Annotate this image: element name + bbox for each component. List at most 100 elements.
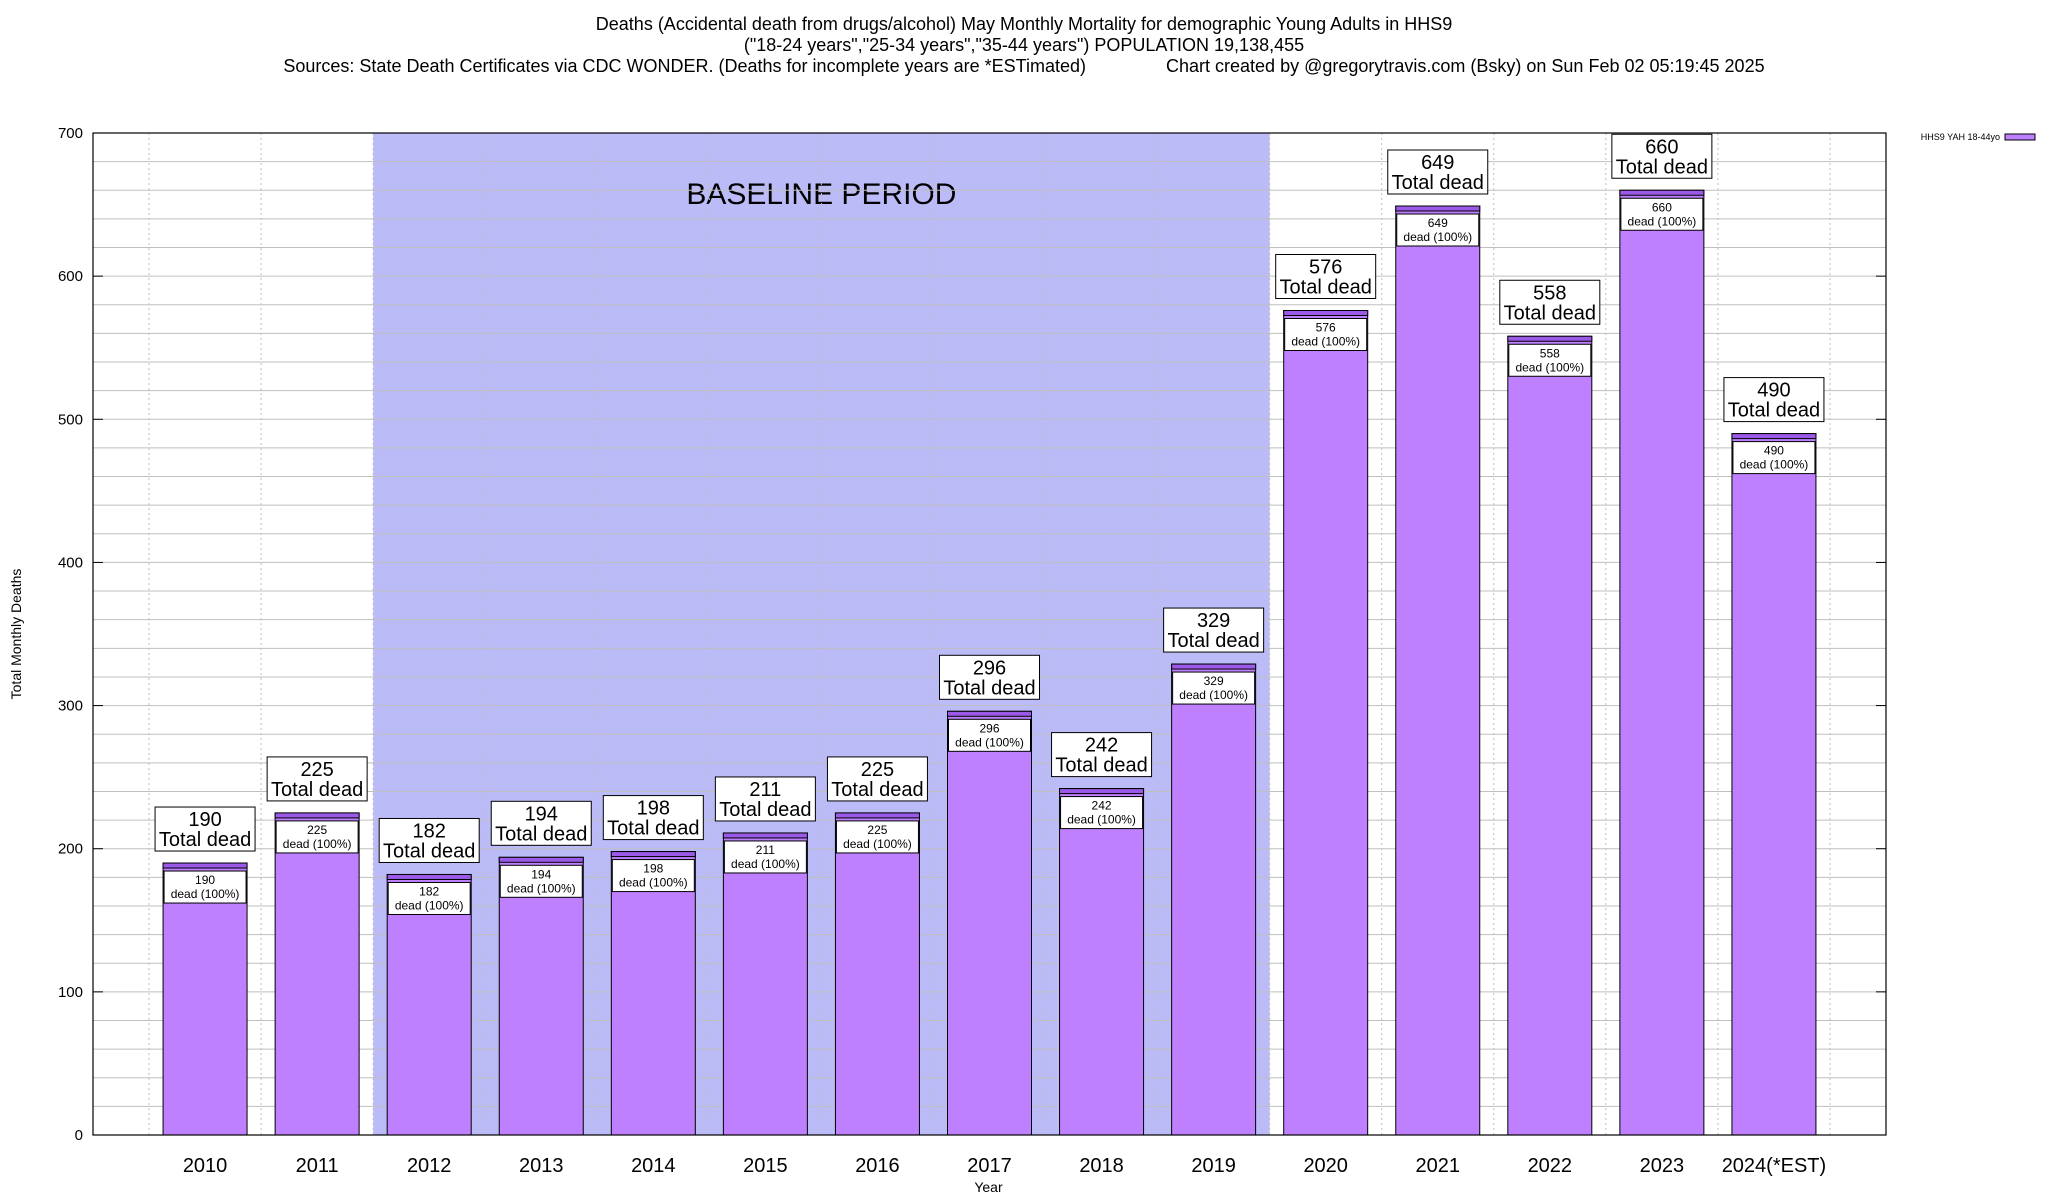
x-tick-label: 2012	[407, 1155, 452, 1177]
bar-cap-2019	[1171, 663, 1257, 670]
bar-cap-2010	[162, 862, 248, 869]
top-label-text: Total dead	[943, 677, 1035, 699]
inner-label-box	[723, 840, 807, 874]
inner-label-text: dead (100%)	[1515, 360, 1584, 374]
inner-label-text: dead (100%)	[1067, 813, 1136, 827]
inner-label-box	[1508, 343, 1592, 377]
bar-cap-2021	[1395, 205, 1481, 212]
y-tick-label: 0	[75, 1127, 83, 1144]
bar-2020	[1283, 309, 1369, 1136]
inner-label-text: dead (100%)	[507, 881, 576, 895]
top-label-text: Total dead	[271, 779, 363, 801]
bar-cap-2011	[274, 812, 360, 819]
top-label-text: Total dead	[495, 823, 587, 845]
top-label-text: Total dead	[383, 840, 475, 862]
inner-label-box	[275, 820, 359, 854]
x-tick-label: 2024(*EST)	[1722, 1155, 1827, 1177]
inner-label-value: 490	[1764, 444, 1784, 458]
bar-cap-2012	[386, 873, 472, 880]
inner-label-box	[835, 820, 919, 854]
top-label-value: 660	[1645, 136, 1678, 158]
top-label-text: Total dead	[1504, 302, 1596, 324]
inner-label-box	[1396, 213, 1480, 247]
bar-2014	[610, 851, 696, 1136]
bar-2010	[162, 862, 248, 1136]
top-label-value: 649	[1421, 152, 1454, 174]
top-label-box	[826, 756, 928, 802]
x-tick-label: 2010	[183, 1155, 228, 1177]
bar-cap-2018	[1059, 788, 1145, 795]
top-label-value: 558	[1533, 282, 1566, 304]
bar-2017	[947, 710, 1032, 1136]
legend-label: HHS9 YAH 18-44yo	[1921, 132, 2000, 142]
bar-cap-2015	[722, 832, 808, 839]
bar-cap-2023	[1619, 189, 1705, 196]
inner-label-text: dead (100%)	[619, 876, 688, 890]
top-label-box	[1051, 732, 1153, 778]
chart-title-line-1: Deaths (Accidental death from drugs/alco…	[595, 14, 1453, 34]
top-label-text: Total dead	[719, 799, 811, 821]
top-label-box	[1387, 149, 1489, 195]
bar-2016	[834, 812, 920, 1136]
inner-label-value: 576	[1316, 320, 1336, 334]
y-tick-label: 500	[58, 411, 83, 428]
bar-2015	[722, 832, 808, 1136]
chart-title: Deaths (Accidental death from drugs/alco…	[0, 14, 2048, 77]
top-label-box	[714, 776, 816, 822]
x-tick-label: 2021	[1416, 1155, 1461, 1177]
x-tick-label: 2014	[631, 1155, 676, 1177]
top-label-box	[1275, 253, 1377, 299]
bar-cap-2013	[498, 856, 584, 863]
inner-label-value: 190	[195, 873, 215, 887]
inner-label-text: dead (100%)	[1628, 214, 1697, 228]
inner-label-value: 649	[1428, 216, 1448, 230]
top-label-box	[154, 806, 256, 852]
top-label-text: Total dead	[1392, 172, 1484, 194]
inner-label-box	[1620, 197, 1704, 231]
inner-label-value: 242	[1092, 799, 1112, 813]
inner-label-text: dead (100%)	[171, 887, 240, 901]
y-tick-label: 700	[58, 125, 83, 142]
x-tick-label: 2016	[855, 1155, 900, 1177]
bar-cap-2022	[1507, 335, 1593, 342]
bar-2018	[1059, 788, 1145, 1136]
inner-label-text: dead (100%)	[283, 837, 352, 851]
inner-label-text: dead (100%)	[955, 735, 1024, 749]
top-label-text: Total dead	[1616, 156, 1708, 178]
inner-label-value: 558	[1540, 346, 1560, 360]
top-label-value: 296	[973, 657, 1006, 679]
bar-cap-2024(*EST)	[1731, 433, 1817, 440]
legend-swatch	[2004, 133, 2036, 141]
top-label-box	[1723, 377, 1825, 423]
top-label-text: Total dead	[1280, 276, 1372, 298]
y-tick-label: 300	[58, 698, 83, 715]
top-label-box	[378, 817, 480, 863]
x-tick-label: 2019	[1191, 1155, 1236, 1177]
inner-label-value: 182	[419, 884, 439, 898]
x-tick-label: 2017	[967, 1155, 1012, 1177]
inner-label-text: dead (100%)	[1179, 688, 1248, 702]
bar-2011	[274, 812, 360, 1136]
inner-label-value: 211	[756, 843, 775, 857]
inner-label-box	[1060, 796, 1144, 830]
y-tick-label: 600	[58, 268, 83, 285]
top-label-text: Total dead	[831, 779, 923, 801]
inner-label-text: dead (100%)	[1740, 458, 1809, 472]
bar-2023	[1619, 189, 1705, 1136]
bar-2021	[1395, 205, 1481, 1136]
top-label-box	[266, 756, 368, 802]
top-label-value: 225	[300, 759, 333, 781]
top-label-text: Total dead	[1167, 630, 1259, 652]
inner-label-box	[499, 864, 583, 898]
x-tick-label: 2020	[1303, 1155, 1348, 1177]
inner-label-text: dead (100%)	[1403, 230, 1472, 244]
top-label-value: 198	[637, 798, 670, 820]
inner-label-box	[1732, 441, 1816, 475]
inner-label-value: 296	[979, 721, 999, 735]
inner-label-text: dead (100%)	[395, 898, 464, 912]
top-label-text: Total dead	[607, 818, 699, 840]
inner-label-box	[1284, 317, 1368, 351]
inner-label-box	[387, 881, 471, 915]
top-label-text: Total dead	[1055, 755, 1147, 777]
